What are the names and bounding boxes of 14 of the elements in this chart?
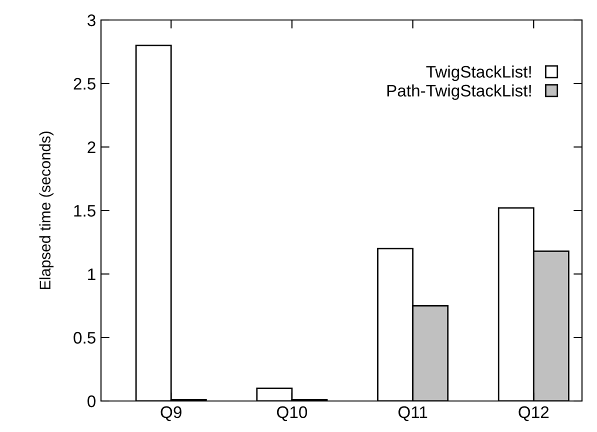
x-tick-label: Q9 [160, 406, 182, 422]
y-tick-label: 2.5 [74, 78, 96, 90]
x-tick-label: Q10 [276, 406, 308, 422]
y-axis-title: Elapsed time (seconds) [39, 132, 54, 290]
x-tick-label: Q12 [518, 406, 549, 422]
y-tick-label: 0 [88, 395, 96, 408]
legend-label: Path-TwigStackList! [387, 84, 531, 100]
y-tick-label: 0.5 [74, 332, 96, 344]
y-tick-label: 3 [88, 14, 96, 26]
x-tick-label: Q11 [398, 406, 428, 422]
legend-label: TwigStackList! [426, 65, 531, 82]
y-tick-label: 1 [88, 268, 96, 280]
y-tick-label: 2 [88, 141, 96, 154]
y-tick-label: 1.5 [74, 205, 96, 217]
